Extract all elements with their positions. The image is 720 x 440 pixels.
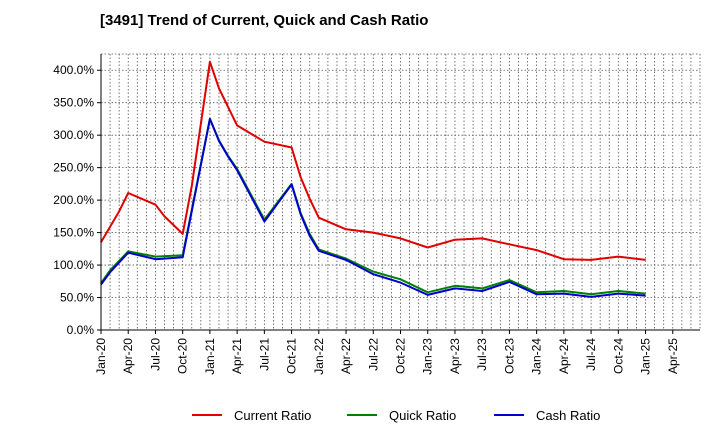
x-tick-label: Apr-21	[230, 338, 244, 374]
y-tick-label: 250.0%	[53, 161, 94, 175]
x-tick-label: Oct-24	[611, 338, 625, 374]
cash-ratio-line	[100, 117, 646, 298]
x-tick-label: Jul-22	[366, 338, 380, 371]
x-tick-label: Oct-23	[502, 338, 516, 374]
y-tick-label: 100.0%	[53, 258, 94, 272]
x-tick-label: Jan-24	[530, 338, 544, 375]
x-tick-label: Oct-22	[394, 338, 408, 374]
x-tick-label: Oct-20	[176, 338, 190, 374]
x-tick-label: Jan-25	[639, 338, 653, 375]
x-tick-label: Apr-24	[557, 338, 571, 374]
current-ratio-legend-label: Current Ratio	[234, 408, 311, 423]
y-tick-label: 150.0%	[53, 226, 94, 240]
x-tick-label: Apr-22	[339, 338, 353, 374]
x-tick-label: Jan-22	[312, 338, 326, 375]
x-tick-label: Jan-20	[94, 338, 108, 375]
y-tick-label: 350.0%	[53, 96, 94, 110]
current-ratio-line	[100, 60, 646, 261]
y-tick-label: 400.0%	[53, 63, 94, 77]
y-tick-label: 0.0%	[67, 323, 95, 337]
x-tick-label: Jul-23	[475, 338, 489, 371]
chart-title: [3491] Trend of Current, Quick and Cash …	[100, 12, 429, 29]
x-tick-label: Oct-21	[285, 338, 299, 374]
x-tick-label: Jan-21	[203, 338, 217, 375]
y-tick-label: 50.0%	[60, 291, 94, 305]
y-tick-label: 300.0%	[53, 128, 94, 142]
x-tick-label: Jul-20	[148, 338, 162, 371]
quick-ratio-legend-label: Quick Ratio	[389, 408, 456, 423]
y-tick-label: 200.0%	[53, 193, 94, 207]
cash-ratio-legend-label: Cash Ratio	[536, 408, 600, 423]
x-tick-label: Jan-23	[421, 338, 435, 375]
x-tick-label: Jul-24	[584, 338, 598, 371]
x-tick-label: Apr-20	[121, 338, 135, 374]
x-tick-label: Apr-23	[448, 338, 462, 374]
x-tick-label: Jul-21	[257, 338, 271, 371]
x-tick-label: Apr-25	[666, 338, 680, 374]
